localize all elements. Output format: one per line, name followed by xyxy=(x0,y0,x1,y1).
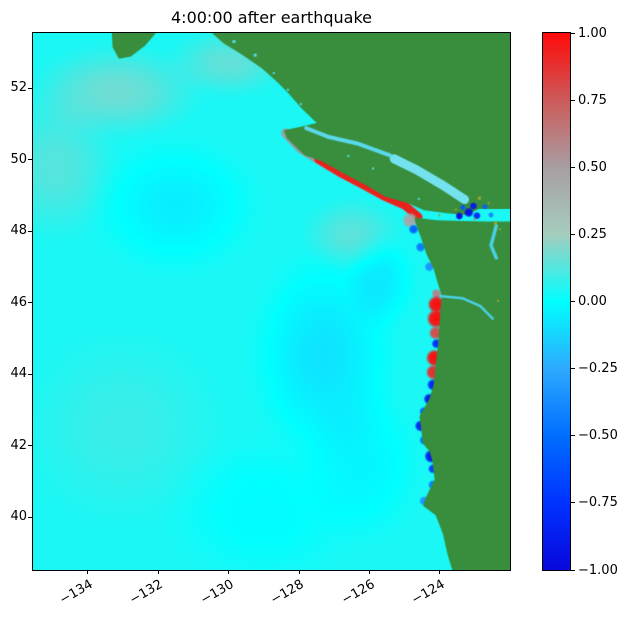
colorbar-tick-mark xyxy=(571,569,575,571)
colorbar-tick-mark xyxy=(571,99,575,101)
x-tick-label: −132 xyxy=(127,577,166,608)
x-tick-label: −130 xyxy=(197,577,237,608)
y-tick-mark xyxy=(28,302,32,304)
colorbar-tick-mark xyxy=(571,301,575,302)
x-tick-mark xyxy=(87,570,89,574)
x-tick-label: −126 xyxy=(338,577,378,608)
colorbar-tick-label: 0.75 xyxy=(578,92,607,108)
colorbar-tick-label: −0.75 xyxy=(578,495,618,511)
colorbar-tick-label: −0.25 xyxy=(578,361,618,377)
y-tick-mark xyxy=(28,87,32,89)
colorbar-tick-mark xyxy=(571,368,575,370)
y-tick-label: 40 xyxy=(10,509,27,525)
x-tick-mark xyxy=(369,570,371,574)
y-tick-mark xyxy=(28,516,32,518)
y-tick-mark xyxy=(28,445,32,447)
y-tick-label: 48 xyxy=(10,223,27,239)
y-tick-mark xyxy=(28,230,32,232)
colorbar-tick-label: 0.50 xyxy=(578,159,607,175)
plot-title: 4:00:00 after earthquake xyxy=(171,8,372,27)
heatmap-canvas xyxy=(33,33,510,570)
colorbar-tick-mark xyxy=(571,435,575,437)
y-tick-mark xyxy=(28,373,32,375)
x-tick-mark xyxy=(228,570,230,574)
y-tick-label: 42 xyxy=(10,437,27,453)
x-tick-mark xyxy=(439,570,441,574)
y-tick-label: 50 xyxy=(10,151,27,167)
colorbar-tick-label: 0.25 xyxy=(578,226,607,242)
y-tick-label: 44 xyxy=(10,366,27,382)
colorbar-tick-label: 1.00 xyxy=(578,25,607,41)
colorbar xyxy=(542,32,571,571)
colorbar-tick-mark xyxy=(571,166,575,168)
y-tick-mark xyxy=(28,159,32,161)
colorbar-tick-mark xyxy=(571,502,575,504)
x-tick-label: −124 xyxy=(409,577,448,608)
x-tick-label: −128 xyxy=(268,577,307,608)
x-tick-mark xyxy=(157,570,159,574)
y-tick-label: 46 xyxy=(10,294,27,310)
colorbar-tick-label: −1.00 xyxy=(578,562,618,578)
x-tick-mark xyxy=(298,570,300,574)
colorbar-tick-mark xyxy=(571,233,575,235)
x-tick-label: −134 xyxy=(56,577,96,608)
colorbar-tick-mark xyxy=(571,32,575,34)
y-tick-label: 52 xyxy=(10,80,27,96)
colorbar-tick-label: −0.50 xyxy=(578,428,618,444)
colorbar-tick-label: 0.00 xyxy=(578,294,607,309)
